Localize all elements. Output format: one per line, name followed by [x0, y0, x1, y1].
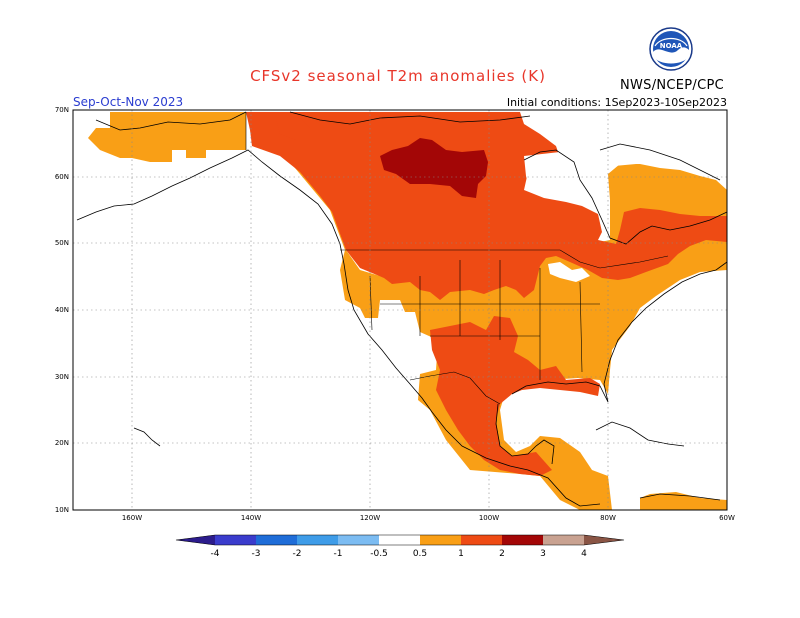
colorbar: -4 -3 -2 -1 -0.5 0.5 1 2 3 4 — [175, 534, 625, 559]
lon-label-140w: 140W — [241, 514, 261, 522]
colorbar-high-end — [584, 535, 624, 545]
colorbar-label: 3 — [540, 549, 546, 559]
colorbar-bin — [338, 535, 379, 545]
lon-label-80w: 80W — [600, 514, 616, 522]
lat-label-50n: 50N — [55, 239, 69, 247]
colorbar-bin — [502, 535, 543, 545]
colorbar-label: 1 — [458, 549, 464, 559]
lat-label-70n: 70N — [55, 106, 69, 114]
lat-label-20n: 20N — [55, 439, 69, 447]
colorbar-label: -0.5 — [370, 549, 388, 559]
colorbar-bin — [379, 535, 420, 545]
lat-label-10n: 10N — [55, 506, 69, 514]
latitude-labels: 70N 60N 50N 40N 30N 20N 10N — [55, 106, 69, 514]
colorbar-bin — [297, 535, 338, 545]
lat-label-60n: 60N — [55, 173, 69, 181]
lon-label-120w: 120W — [360, 514, 380, 522]
colorbar-label: -2 — [293, 549, 302, 559]
colorbar-label: -1 — [334, 549, 343, 559]
colorbar-label: 4 — [581, 549, 587, 559]
inland-water — [524, 148, 640, 282]
anomaly-1-2-fill — [246, 112, 727, 476]
noaa-logo: NOAA — [649, 27, 693, 71]
map-title: CFSv2 seasonal T2m anomalies (K) — [250, 67, 546, 85]
lon-label-60w: 60W — [719, 514, 735, 522]
colorbar-low-end — [176, 535, 215, 545]
agency-label: NWS/NCEP/CPC — [620, 78, 724, 93]
graticule — [73, 110, 727, 510]
lon-label-100w: 100W — [479, 514, 499, 522]
colorbar-label: -4 — [211, 549, 220, 559]
lat-label-40n: 40N — [55, 306, 69, 314]
colorbar-bin — [543, 535, 584, 545]
noaa-logo-text: NOAA — [660, 42, 683, 50]
colorbar-label: 2 — [499, 549, 505, 559]
colorbar-label: 0.5 — [413, 549, 427, 559]
map-area — [72, 109, 728, 511]
lon-label-160w: 160W — [122, 514, 142, 522]
colorbar-bin — [215, 535, 256, 545]
initial-conditions: Initial conditions: 1Sep2023-10Sep2023 — [507, 96, 727, 109]
colorbar-label: -3 — [252, 549, 261, 559]
colorbar-bin — [420, 535, 461, 545]
forecast-period: Sep-Oct-Nov 2023 — [73, 95, 183, 109]
colorbar-bin — [256, 535, 297, 545]
colorbar-bin — [461, 535, 502, 545]
lat-label-30n: 30N — [55, 373, 69, 381]
anomaly-2-3-fill — [380, 138, 488, 198]
longitude-labels: 160W 140W 120W 100W 80W 60W — [122, 514, 735, 522]
political-borders — [245, 112, 669, 405]
coastlines — [76, 111, 728, 507]
